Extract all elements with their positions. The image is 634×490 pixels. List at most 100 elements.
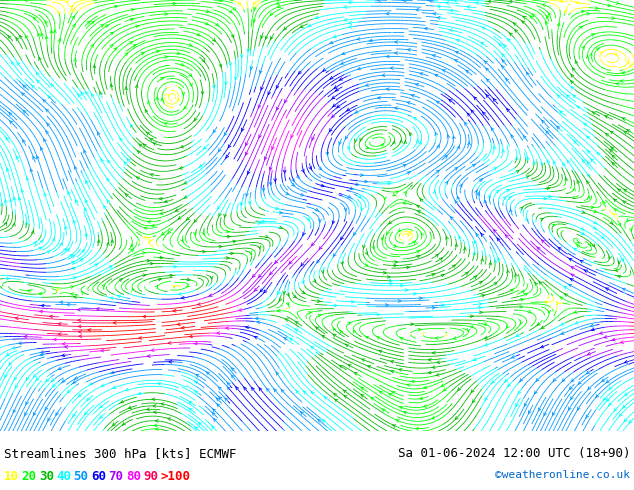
FancyArrowPatch shape (389, 279, 392, 282)
FancyArrowPatch shape (347, 195, 351, 198)
FancyArrowPatch shape (511, 135, 514, 138)
FancyArrowPatch shape (153, 405, 156, 407)
FancyArrowPatch shape (581, 46, 585, 49)
FancyArrowPatch shape (316, 260, 320, 263)
FancyArrowPatch shape (578, 381, 581, 384)
FancyArrowPatch shape (143, 144, 146, 147)
FancyArrowPatch shape (398, 300, 401, 302)
FancyArrowPatch shape (245, 152, 248, 155)
FancyArrowPatch shape (167, 231, 171, 234)
FancyArrowPatch shape (167, 417, 171, 420)
FancyArrowPatch shape (304, 391, 307, 394)
FancyArrowPatch shape (361, 207, 363, 211)
FancyArrowPatch shape (254, 288, 257, 291)
FancyArrowPatch shape (41, 351, 44, 353)
FancyArrowPatch shape (497, 238, 500, 241)
FancyArrowPatch shape (512, 356, 515, 358)
FancyArrowPatch shape (189, 44, 191, 46)
FancyArrowPatch shape (264, 290, 267, 293)
FancyArrowPatch shape (287, 302, 289, 305)
FancyArrowPatch shape (58, 333, 61, 336)
FancyArrowPatch shape (202, 59, 205, 62)
FancyArrowPatch shape (9, 362, 12, 365)
FancyArrowPatch shape (210, 276, 213, 279)
FancyArrowPatch shape (124, 162, 127, 165)
FancyArrowPatch shape (601, 236, 604, 239)
FancyArrowPatch shape (333, 328, 336, 331)
Text: ©weatheronline.co.uk: ©weatheronline.co.uk (495, 470, 630, 480)
FancyArrowPatch shape (418, 211, 421, 213)
FancyArrowPatch shape (611, 147, 614, 150)
FancyArrowPatch shape (481, 233, 484, 237)
FancyArrowPatch shape (259, 135, 261, 138)
FancyArrowPatch shape (465, 272, 468, 275)
FancyArrowPatch shape (391, 361, 394, 363)
Text: >100: >100 (160, 470, 191, 483)
FancyArrowPatch shape (491, 380, 495, 383)
FancyArrowPatch shape (581, 232, 584, 234)
FancyArrowPatch shape (217, 332, 219, 335)
FancyArrowPatch shape (612, 214, 616, 217)
FancyArrowPatch shape (138, 392, 141, 395)
FancyArrowPatch shape (312, 137, 314, 140)
FancyArrowPatch shape (335, 88, 339, 91)
FancyArrowPatch shape (444, 155, 448, 158)
FancyArrowPatch shape (342, 52, 346, 54)
FancyArrowPatch shape (169, 360, 172, 363)
FancyArrowPatch shape (546, 22, 548, 24)
FancyArrowPatch shape (154, 424, 157, 427)
FancyArrowPatch shape (91, 45, 94, 48)
FancyArrowPatch shape (602, 379, 605, 382)
FancyArrowPatch shape (486, 95, 489, 98)
FancyArrowPatch shape (145, 237, 148, 240)
FancyArrowPatch shape (561, 332, 564, 334)
FancyArrowPatch shape (445, 181, 448, 184)
FancyArrowPatch shape (586, 415, 588, 418)
FancyArrowPatch shape (390, 282, 392, 285)
FancyArrowPatch shape (523, 17, 526, 19)
FancyArrowPatch shape (394, 261, 398, 264)
FancyArrowPatch shape (574, 311, 577, 313)
FancyArrowPatch shape (45, 21, 48, 24)
FancyArrowPatch shape (276, 107, 279, 110)
FancyArrowPatch shape (470, 315, 473, 318)
FancyArrowPatch shape (529, 411, 531, 414)
FancyArrowPatch shape (184, 196, 188, 198)
FancyArrowPatch shape (606, 380, 609, 383)
FancyArrowPatch shape (421, 233, 424, 236)
FancyArrowPatch shape (354, 372, 358, 375)
FancyArrowPatch shape (362, 359, 365, 362)
FancyArrowPatch shape (586, 136, 590, 139)
FancyArrowPatch shape (537, 322, 540, 325)
FancyArrowPatch shape (179, 293, 182, 295)
FancyArrowPatch shape (94, 264, 98, 267)
FancyArrowPatch shape (231, 252, 233, 255)
FancyArrowPatch shape (545, 301, 548, 304)
FancyArrowPatch shape (100, 92, 102, 95)
FancyArrowPatch shape (341, 62, 344, 64)
FancyArrowPatch shape (406, 266, 410, 269)
FancyArrowPatch shape (41, 147, 43, 150)
FancyArrowPatch shape (332, 96, 335, 99)
FancyArrowPatch shape (315, 208, 318, 211)
FancyArrowPatch shape (276, 372, 279, 375)
FancyArrowPatch shape (420, 397, 423, 400)
FancyArrowPatch shape (301, 25, 303, 27)
Text: 20: 20 (22, 470, 36, 483)
Text: 70: 70 (108, 470, 124, 483)
FancyArrowPatch shape (555, 301, 559, 304)
FancyArrowPatch shape (419, 142, 422, 145)
FancyArrowPatch shape (73, 414, 75, 416)
FancyArrowPatch shape (155, 419, 158, 422)
FancyArrowPatch shape (271, 36, 273, 40)
FancyArrowPatch shape (26, 401, 29, 405)
FancyArrowPatch shape (23, 140, 25, 143)
FancyArrowPatch shape (405, 289, 408, 292)
FancyArrowPatch shape (45, 407, 48, 410)
FancyArrowPatch shape (544, 412, 547, 416)
FancyArrowPatch shape (252, 388, 254, 391)
FancyArrowPatch shape (26, 177, 29, 180)
FancyArrowPatch shape (630, 228, 632, 231)
FancyArrowPatch shape (584, 123, 587, 126)
FancyArrowPatch shape (189, 409, 192, 411)
